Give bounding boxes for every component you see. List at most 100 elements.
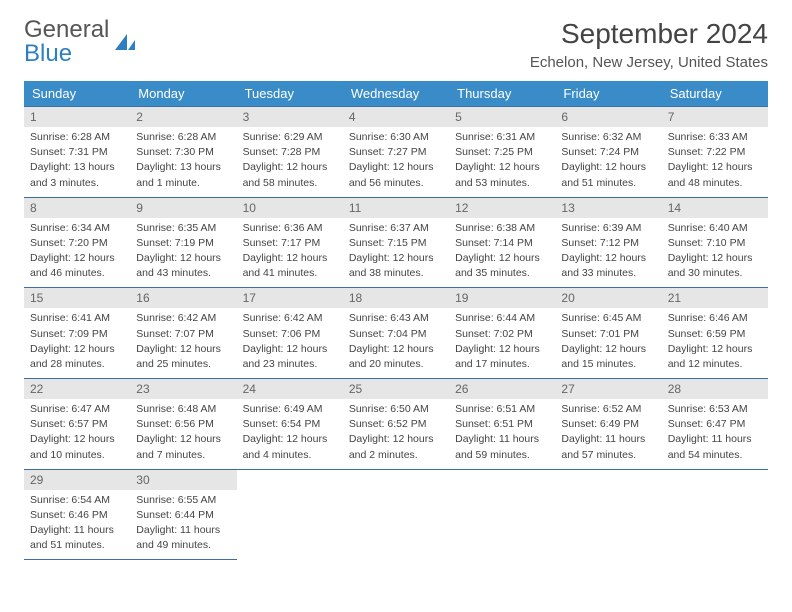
sunset-text: Sunset: 7:15 PM: [349, 236, 443, 250]
sunrise-text: Sunrise: 6:51 AM: [455, 402, 549, 416]
daylight-text: and 49 minutes.: [136, 538, 230, 552]
day-number: 8: [24, 198, 130, 218]
sunrise-text: Sunrise: 6:43 AM: [349, 311, 443, 325]
day-body: Sunrise: 6:52 AMSunset: 6:49 PMDaylight:…: [555, 399, 661, 469]
daylight-text: Daylight: 12 hours: [136, 342, 230, 356]
day-number: 18: [343, 288, 449, 308]
day-number: 29: [24, 470, 130, 490]
calendar-day-cell: 3Sunrise: 6:29 AMSunset: 7:28 PMDaylight…: [237, 107, 343, 198]
daylight-text: and 59 minutes.: [455, 448, 549, 462]
daylight-text: Daylight: 12 hours: [243, 432, 337, 446]
sunset-text: Sunset: 7:17 PM: [243, 236, 337, 250]
calendar-day-cell: 17Sunrise: 6:42 AMSunset: 7:06 PMDayligh…: [237, 288, 343, 379]
day-number: 11: [343, 198, 449, 218]
daylight-text: Daylight: 12 hours: [455, 160, 549, 174]
sunrise-text: Sunrise: 6:45 AM: [561, 311, 655, 325]
sunrise-text: Sunrise: 6:40 AM: [668, 221, 762, 235]
daylight-text: Daylight: 12 hours: [30, 432, 124, 446]
daylight-text: Daylight: 12 hours: [349, 160, 443, 174]
sunrise-text: Sunrise: 6:32 AM: [561, 130, 655, 144]
calendar-week-row: 22Sunrise: 6:47 AMSunset: 6:57 PMDayligh…: [24, 379, 768, 470]
calendar-day-cell: 6Sunrise: 6:32 AMSunset: 7:24 PMDaylight…: [555, 107, 661, 198]
sunset-text: Sunset: 7:09 PM: [30, 327, 124, 341]
daylight-text: and 25 minutes.: [136, 357, 230, 371]
sunset-text: Sunset: 6:49 PM: [561, 417, 655, 431]
day-number: 7: [662, 107, 768, 127]
sunrise-text: Sunrise: 6:34 AM: [30, 221, 124, 235]
daylight-text: and 57 minutes.: [561, 448, 655, 462]
calendar-day-cell: 30Sunrise: 6:55 AMSunset: 6:44 PMDayligh…: [130, 469, 236, 560]
page-header: General Blue September 2024 Echelon, New…: [24, 18, 768, 71]
day-body: Sunrise: 6:54 AMSunset: 6:46 PMDaylight:…: [24, 490, 130, 560]
day-header: Wednesday: [343, 81, 449, 107]
daylight-text: and 43 minutes.: [136, 266, 230, 280]
daylight-text: Daylight: 12 hours: [561, 160, 655, 174]
title-block: September 2024 Echelon, New Jersey, Unit…: [530, 18, 768, 71]
calendar-day-cell: 28Sunrise: 6:53 AMSunset: 6:47 PMDayligh…: [662, 379, 768, 470]
day-number: 6: [555, 107, 661, 127]
sunset-text: Sunset: 7:22 PM: [668, 145, 762, 159]
daylight-text: and 51 minutes.: [30, 538, 124, 552]
calendar-day-cell: 23Sunrise: 6:48 AMSunset: 6:56 PMDayligh…: [130, 379, 236, 470]
location-text: Echelon, New Jersey, United States: [530, 54, 768, 71]
sunrise-text: Sunrise: 6:47 AM: [30, 402, 124, 416]
day-body: Sunrise: 6:32 AMSunset: 7:24 PMDaylight:…: [555, 127, 661, 197]
day-header: Tuesday: [237, 81, 343, 107]
daylight-text: Daylight: 12 hours: [30, 251, 124, 265]
calendar-week-row: 29Sunrise: 6:54 AMSunset: 6:46 PMDayligh…: [24, 469, 768, 560]
daylight-text: and 4 minutes.: [243, 448, 337, 462]
month-title: September 2024: [530, 18, 768, 50]
daylight-text: Daylight: 12 hours: [349, 251, 443, 265]
daylight-text: and 35 minutes.: [455, 266, 549, 280]
calendar-day-cell: 8Sunrise: 6:34 AMSunset: 7:20 PMDaylight…: [24, 197, 130, 288]
sunset-text: Sunset: 7:28 PM: [243, 145, 337, 159]
day-body: Sunrise: 6:55 AMSunset: 6:44 PMDaylight:…: [130, 490, 236, 560]
sunrise-text: Sunrise: 6:48 AM: [136, 402, 230, 416]
day-body: Sunrise: 6:28 AMSunset: 7:31 PMDaylight:…: [24, 127, 130, 197]
daylight-text: Daylight: 13 hours: [136, 160, 230, 174]
day-body: Sunrise: 6:31 AMSunset: 7:25 PMDaylight:…: [449, 127, 555, 197]
daylight-text: and 12 minutes.: [668, 357, 762, 371]
day-number: 15: [24, 288, 130, 308]
day-number: 2: [130, 107, 236, 127]
day-number: 24: [237, 379, 343, 399]
calendar-week-row: 1Sunrise: 6:28 AMSunset: 7:31 PMDaylight…: [24, 107, 768, 198]
day-number: 16: [130, 288, 236, 308]
sunrise-text: Sunrise: 6:29 AM: [243, 130, 337, 144]
calendar-table: Sunday Monday Tuesday Wednesday Thursday…: [24, 81, 768, 560]
calendar-day-cell: 27Sunrise: 6:52 AMSunset: 6:49 PMDayligh…: [555, 379, 661, 470]
sunset-text: Sunset: 7:31 PM: [30, 145, 124, 159]
logo-sail-icon: [113, 30, 137, 54]
daylight-text: Daylight: 12 hours: [349, 432, 443, 446]
day-number: 21: [662, 288, 768, 308]
day-body: Sunrise: 6:33 AMSunset: 7:22 PMDaylight:…: [662, 127, 768, 197]
daylight-text: Daylight: 12 hours: [243, 160, 337, 174]
sunrise-text: Sunrise: 6:46 AM: [668, 311, 762, 325]
calendar-day-cell: 10Sunrise: 6:36 AMSunset: 7:17 PMDayligh…: [237, 197, 343, 288]
daylight-text: Daylight: 11 hours: [668, 432, 762, 446]
sunrise-text: Sunrise: 6:37 AM: [349, 221, 443, 235]
daylight-text: and 30 minutes.: [668, 266, 762, 280]
day-header: Sunday: [24, 81, 130, 107]
sunset-text: Sunset: 7:14 PM: [455, 236, 549, 250]
sunset-text: Sunset: 7:27 PM: [349, 145, 443, 159]
sunrise-text: Sunrise: 6:36 AM: [243, 221, 337, 235]
sunset-text: Sunset: 6:56 PM: [136, 417, 230, 431]
sunset-text: Sunset: 7:04 PM: [349, 327, 443, 341]
day-header: Saturday: [662, 81, 768, 107]
sunrise-text: Sunrise: 6:50 AM: [349, 402, 443, 416]
calendar-day-cell: 12Sunrise: 6:38 AMSunset: 7:14 PMDayligh…: [449, 197, 555, 288]
brand-logo: General Blue: [24, 18, 137, 66]
sunrise-text: Sunrise: 6:31 AM: [455, 130, 549, 144]
day-body: Sunrise: 6:42 AMSunset: 7:07 PMDaylight:…: [130, 308, 236, 378]
sunset-text: Sunset: 6:46 PM: [30, 508, 124, 522]
day-number: 12: [449, 198, 555, 218]
daylight-text: and 41 minutes.: [243, 266, 337, 280]
daylight-text: and 15 minutes.: [561, 357, 655, 371]
sunrise-text: Sunrise: 6:30 AM: [349, 130, 443, 144]
calendar-day-cell: 14Sunrise: 6:40 AMSunset: 7:10 PMDayligh…: [662, 197, 768, 288]
calendar-week-row: 8Sunrise: 6:34 AMSunset: 7:20 PMDaylight…: [24, 197, 768, 288]
day-body: Sunrise: 6:37 AMSunset: 7:15 PMDaylight:…: [343, 218, 449, 288]
sunrise-text: Sunrise: 6:52 AM: [561, 402, 655, 416]
sunset-text: Sunset: 7:19 PM: [136, 236, 230, 250]
